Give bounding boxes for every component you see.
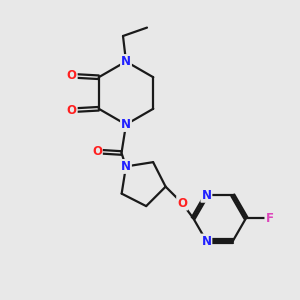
Text: N: N xyxy=(201,235,212,248)
Text: O: O xyxy=(177,197,187,210)
Text: N: N xyxy=(121,118,131,131)
Text: F: F xyxy=(266,212,273,225)
Text: N: N xyxy=(121,160,131,173)
Text: O: O xyxy=(92,145,102,158)
Text: N: N xyxy=(201,189,212,202)
Text: O: O xyxy=(67,69,77,82)
Text: O: O xyxy=(67,104,77,117)
Text: N: N xyxy=(121,55,131,68)
